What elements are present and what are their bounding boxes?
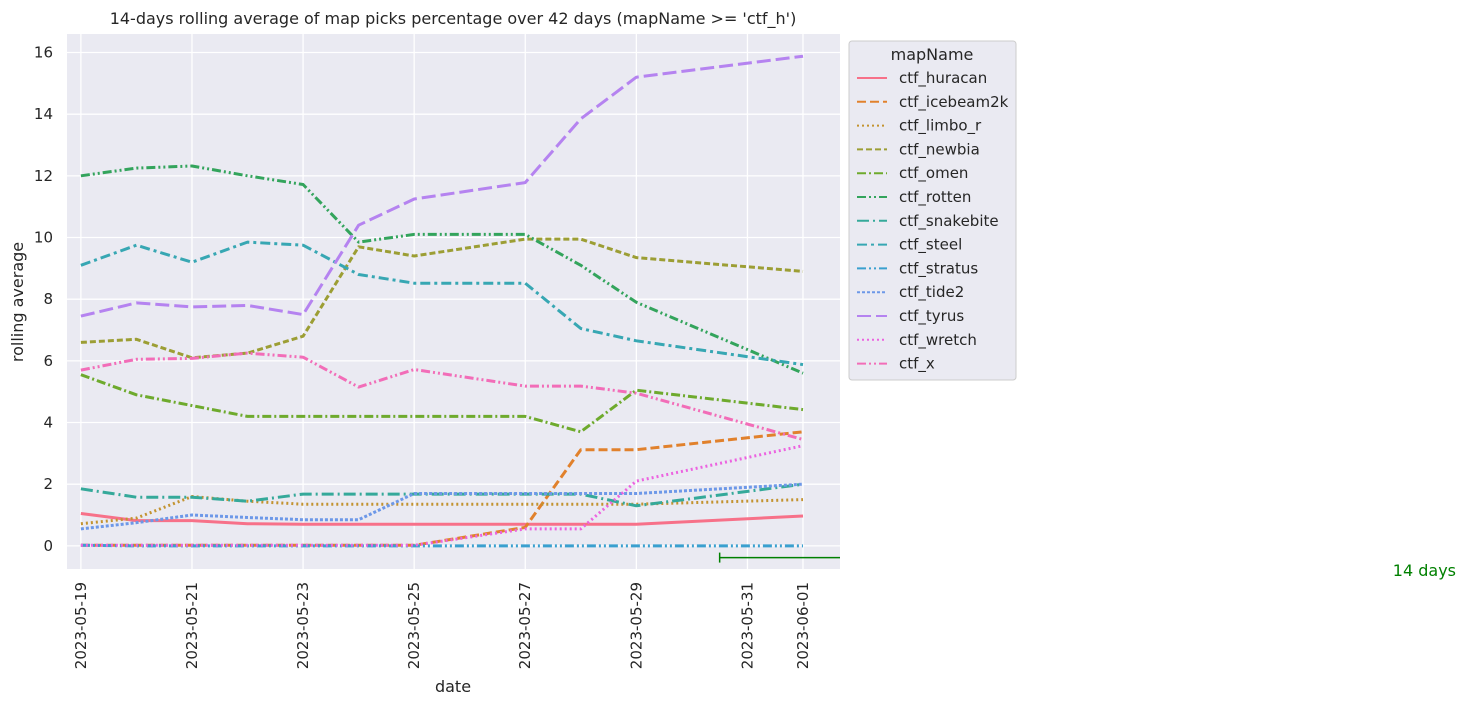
x-tick-label: 2023-05-21 bbox=[183, 582, 201, 669]
annotation: 14 days bbox=[718, 552, 1456, 580]
x-tick-label: 2023-05-31 bbox=[738, 582, 756, 669]
y-axis-title: rolling average bbox=[8, 242, 27, 362]
y-tick-labels: 0 2 4 6 8 10 12 14 16 bbox=[34, 44, 53, 555]
series-line-ctf_x bbox=[80, 351, 804, 441]
series-line-ctf_omen bbox=[80, 373, 804, 434]
y-tick-label: 10 bbox=[34, 229, 53, 247]
y-tick-label: 6 bbox=[43, 352, 53, 370]
legend-entry-ctf_icebeam2k: ctf_icebeam2k bbox=[899, 93, 1009, 112]
series-line-ctf_snakebite bbox=[80, 482, 804, 508]
legend-entry-ctf_x: ctf_x bbox=[899, 355, 935, 374]
legend-entry-ctf_tyrus: ctf_tyrus bbox=[899, 307, 964, 326]
x-tick-label: 2023-05-19 bbox=[72, 582, 90, 669]
x-tick-label: 2023-05-27 bbox=[516, 582, 534, 669]
y-tick-label: 2 bbox=[43, 475, 53, 493]
x-tick-label: 2023-05-29 bbox=[627, 582, 645, 669]
legend-entry-ctf_stratus: ctf_stratus bbox=[899, 259, 978, 278]
y-tick-label: 0 bbox=[43, 537, 53, 555]
y-tick-label: 4 bbox=[43, 414, 53, 432]
legend-entry-ctf_omen: ctf_omen bbox=[899, 164, 968, 183]
x-tick-labels: 2023-05-19 2023-05-21 2023-05-23 2023-05-25… bbox=[72, 582, 812, 669]
series-line-ctf_newbia bbox=[80, 237, 804, 360]
y-tick-label: 8 bbox=[43, 290, 53, 308]
x-tick-label: 2023-05-23 bbox=[294, 582, 312, 669]
series-line-ctf_wretch bbox=[80, 444, 804, 547]
y-tick-label: 16 bbox=[34, 44, 53, 62]
y-tick-label: 12 bbox=[34, 167, 53, 185]
series-line-ctf_stratus bbox=[80, 543, 803, 548]
legend-title: mapName bbox=[891, 45, 974, 64]
x-axis-title: date bbox=[435, 677, 471, 696]
series-line-ctf_limbo_r bbox=[80, 495, 804, 526]
legend-entry-ctf_wretch: ctf_wretch bbox=[899, 331, 977, 350]
legend-entry-ctf_limbo_r: ctf_limbo_r bbox=[899, 117, 982, 136]
series-line-ctf_rotten bbox=[80, 164, 804, 375]
annotation-label: 14 days bbox=[1393, 561, 1456, 580]
x-tick-label: 2023-06-01 bbox=[794, 582, 812, 669]
series-line-ctf_tyrus bbox=[80, 54, 804, 318]
series-line-ctf_steel bbox=[80, 240, 804, 367]
series-lines bbox=[80, 54, 804, 548]
x-tick-label: 2023-05-25 bbox=[405, 582, 423, 669]
series-line-ctf_huracan bbox=[80, 512, 804, 526]
legend-entry-ctf_huracan: ctf_huracan bbox=[899, 69, 987, 88]
legend-entry-ctf_tide2: ctf_tide2 bbox=[899, 283, 964, 302]
legend: mapName ctf_huracan ctf_icebeam2k ctf_limb… bbox=[848, 40, 1017, 381]
legend-entry-ctf_snakebite: ctf_snakebite bbox=[899, 212, 999, 231]
chart-title: 14-days rolling average of map picks per… bbox=[110, 9, 797, 29]
legend-entry-ctf_newbia: ctf_newbia bbox=[899, 140, 980, 159]
y-tick-label: 14 bbox=[34, 105, 53, 123]
legend-entry-ctf_steel: ctf_steel bbox=[899, 236, 962, 255]
series-line-ctf_tide2 bbox=[80, 482, 804, 531]
legend-entry-ctf_rotten: ctf_rotten bbox=[899, 188, 971, 207]
legend-frame bbox=[848, 40, 1017, 381]
plot-background bbox=[67, 34, 840, 569]
